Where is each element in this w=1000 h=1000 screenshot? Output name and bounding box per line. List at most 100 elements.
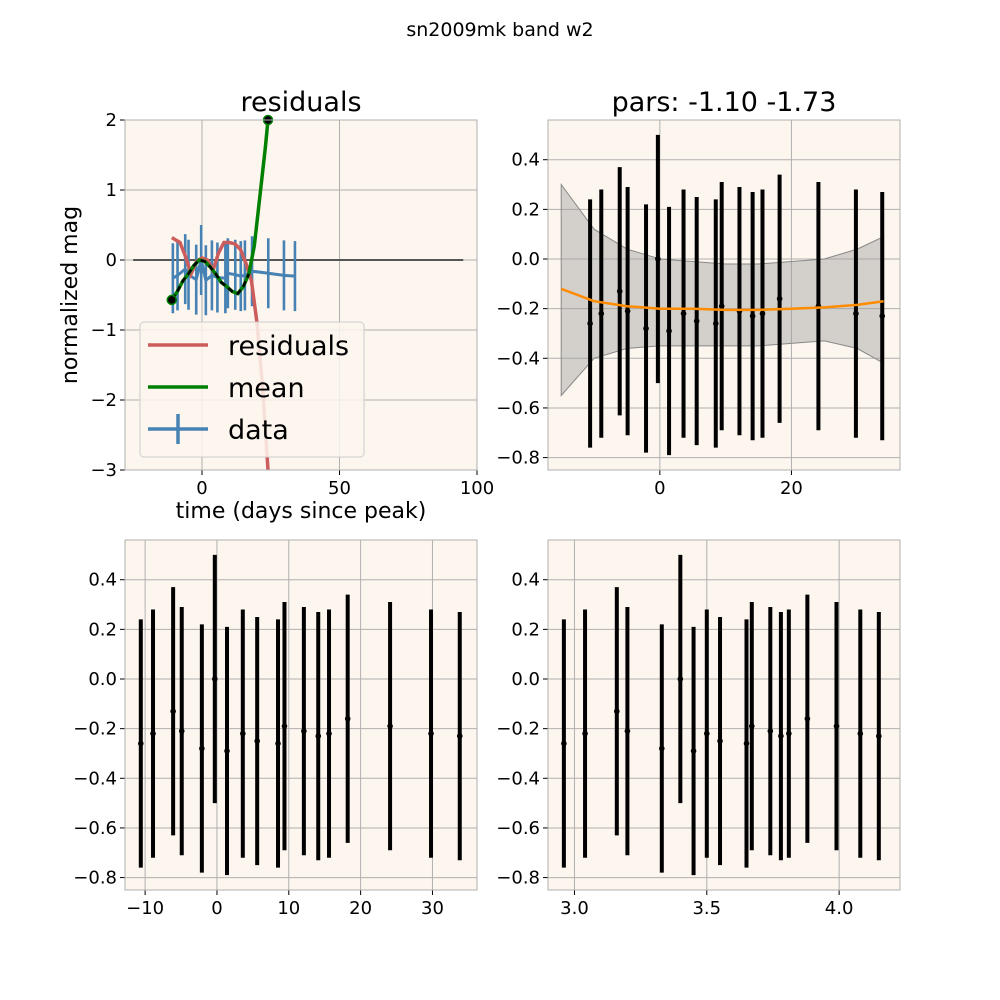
- y-tick-label: −2: [90, 390, 117, 411]
- y-tick-label: 2: [106, 110, 117, 131]
- data-point: [587, 320, 593, 327]
- data-point: [666, 328, 672, 334]
- data-point: [240, 730, 246, 737]
- y-tick-label: 0.0: [511, 669, 540, 690]
- y-tick-label: −0.2: [496, 299, 540, 320]
- data-point: [582, 730, 588, 737]
- y-tick-label: −0.4: [496, 348, 540, 369]
- data-point: [778, 733, 784, 739]
- data-point: [677, 676, 684, 682]
- data-point: [344, 715, 351, 722]
- panel-title: residuals: [240, 87, 361, 118]
- data-point: [178, 728, 185, 734]
- x-tick-label: 0: [196, 478, 207, 499]
- legend-label: data: [228, 415, 289, 446]
- data-point: [767, 728, 774, 734]
- x-tick-label: −10: [126, 898, 164, 919]
- data-point: [326, 730, 332, 737]
- legend-box: [139, 321, 365, 458]
- data-point: [879, 313, 886, 319]
- plot-background: [125, 540, 477, 890]
- panel-title: pars: -1.10 -1.73: [612, 87, 837, 118]
- data-point: [624, 728, 631, 734]
- plot-area: [138, 554, 463, 876]
- x-tick-label: 10: [277, 898, 300, 919]
- data-point: [717, 738, 723, 744]
- x-tick-label: 4.0: [825, 898, 854, 919]
- y-tick-label: −0.8: [496, 448, 540, 469]
- plot-area: [560, 134, 886, 456]
- data-point: [703, 730, 710, 737]
- x-tick-label: 0: [211, 898, 222, 919]
- y-tick-label: −0.8: [496, 868, 540, 889]
- data-point: [301, 728, 307, 734]
- data-point: [718, 303, 725, 309]
- y-tick-label: −0.6: [73, 818, 117, 839]
- data-point: [743, 740, 750, 747]
- data-point: [624, 308, 631, 314]
- y-tick-label: −1: [90, 320, 117, 341]
- data-point: [616, 288, 623, 295]
- plot-background: [548, 120, 900, 470]
- plot-background: [548, 540, 900, 890]
- data-point: [759, 310, 766, 317]
- x-tick-label: 0: [654, 478, 665, 499]
- y-tick-label: 0.2: [511, 199, 540, 220]
- data-point: [853, 310, 859, 317]
- x-tick-label: 100: [460, 478, 494, 499]
- data-point: [275, 740, 281, 747]
- data-point: [561, 740, 567, 747]
- data-point: [786, 730, 792, 737]
- y-tick-label: 0.4: [511, 570, 540, 591]
- y-tick-label: 0.0: [511, 249, 540, 270]
- y-tick-label: 0.0: [88, 669, 117, 690]
- x-tick-label: 3.0: [560, 898, 589, 919]
- plot-frame: [124, 539, 478, 891]
- data-point: [833, 723, 840, 729]
- plot-area: [133, 120, 464, 470]
- y-tick-label: −0.8: [73, 868, 117, 889]
- plot-area: [561, 554, 882, 876]
- y-tick-label: 0.2: [511, 619, 540, 640]
- data-point: [804, 715, 811, 722]
- data-point: [857, 730, 864, 737]
- legend-label: mean: [228, 373, 305, 404]
- data-point: [614, 708, 620, 715]
- data-point: [748, 723, 755, 729]
- data-point: [211, 676, 218, 682]
- mean-marker: [166, 294, 177, 306]
- y-tick-label: 0: [106, 250, 117, 271]
- y-tick-label: −0.2: [496, 719, 540, 740]
- plot-frame: [124, 119, 478, 471]
- y-tick-label: 0.4: [511, 150, 540, 171]
- data-point: [876, 733, 882, 739]
- fit-line: [560, 287, 884, 312]
- data-point: [456, 733, 463, 739]
- data-point: [150, 730, 156, 737]
- data-point: [776, 295, 783, 302]
- data-point: [138, 740, 144, 747]
- y-tick-label: −0.4: [496, 768, 540, 789]
- data-point: [199, 745, 205, 752]
- panel-4: 3.0 3.5 4.0 −0.8 −0.6 −0.4 −0.2 0.0 0.2 0.4: [496, 539, 901, 919]
- panel-2: 0 20 −0.8 −0.6 −0.4 −0.2 0.0 0.2 0.4 pars: -1.10 …: [496, 87, 901, 499]
- plot-frame: [547, 539, 901, 891]
- x-tick-label: 50: [328, 478, 351, 499]
- figure-suptitle: sn2009mk band w2: [406, 19, 593, 41]
- data-point: [659, 745, 665, 752]
- data-point: [690, 748, 697, 754]
- data-point: [712, 320, 719, 327]
- y-tick-label: 1: [106, 180, 117, 201]
- y-tick-label: 0.4: [88, 570, 117, 591]
- y-axis-label: normalized mag: [58, 206, 83, 384]
- panel-3: −10 0 10 20 30 −0.8 −0.6 −0.4 −0.2 0.0 0.2 0.4: [73, 539, 478, 919]
- panel-1: 0 50 100 −3 −2 −1 0 1 2 residuals mean data time (da…: [58, 87, 494, 524]
- mean-overlay-line: [170, 258, 250, 301]
- data-point: [254, 738, 260, 744]
- data-point: [693, 318, 700, 324]
- data-point: [428, 730, 434, 737]
- y-tick-label: −0.4: [73, 768, 117, 789]
- data-point: [598, 310, 605, 317]
- data-point: [224, 748, 230, 754]
